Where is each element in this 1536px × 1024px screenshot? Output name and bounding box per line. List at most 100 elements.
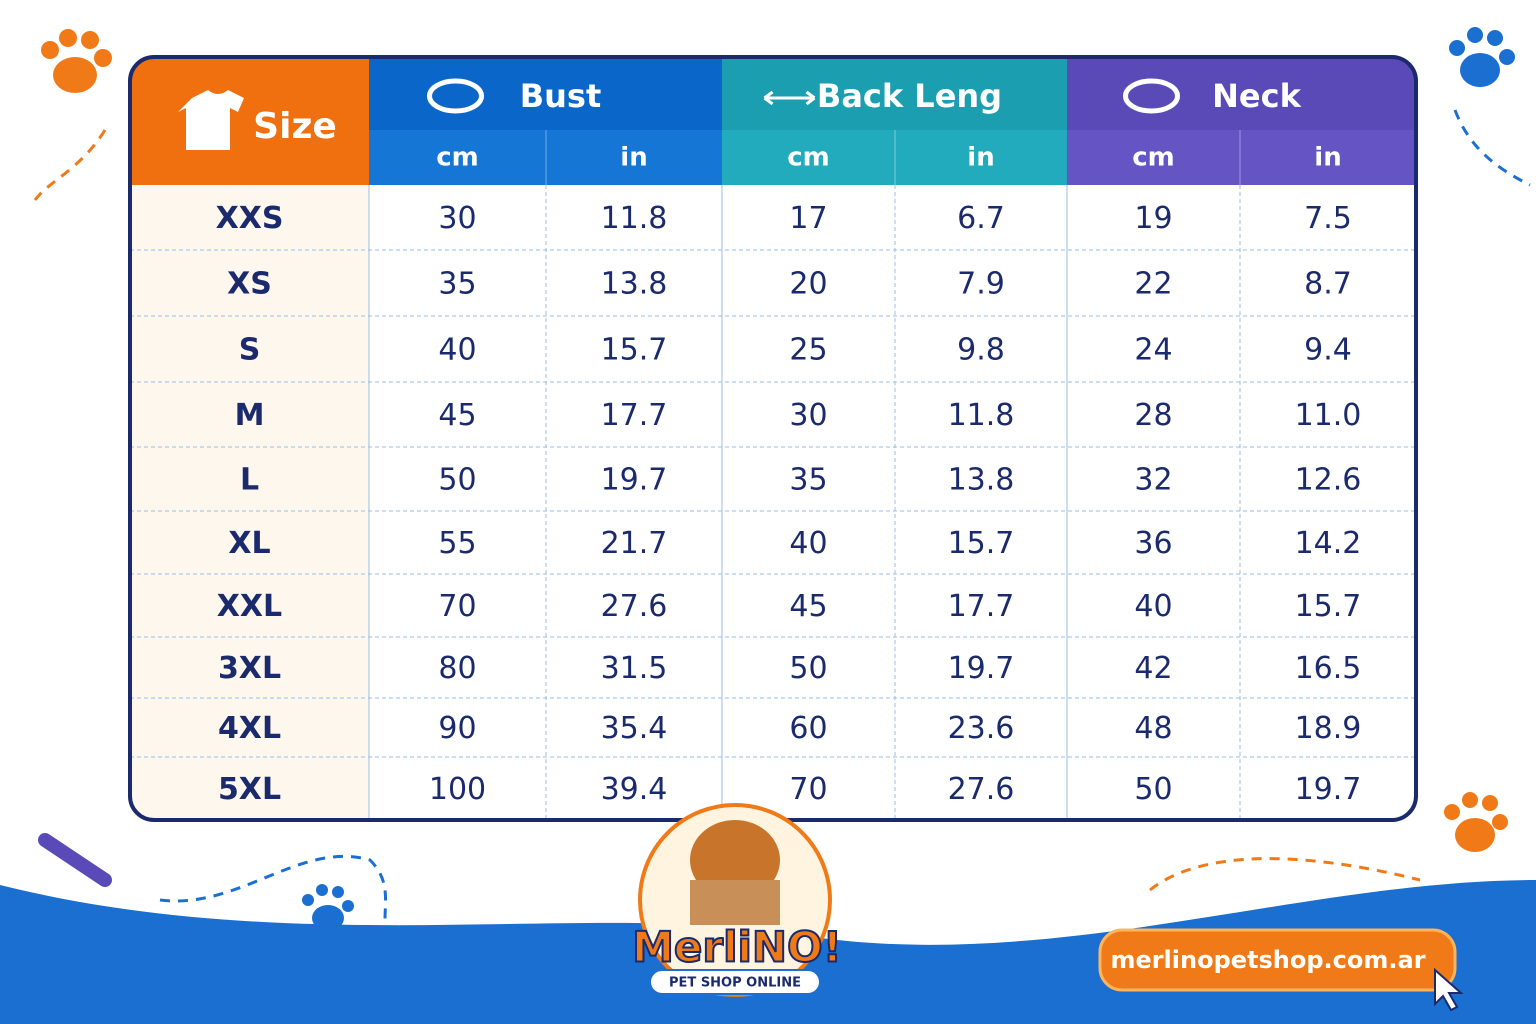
size-label: XS bbox=[227, 267, 272, 302]
bone-decoration bbox=[38, 833, 112, 887]
cell-value: 6.7 bbox=[957, 201, 1005, 236]
cell-value: 12.6 bbox=[1295, 463, 1362, 498]
arrow-icon bbox=[763, 90, 816, 106]
unit-label: cm bbox=[436, 143, 479, 173]
cell-value: 39.4 bbox=[601, 772, 668, 807]
cell-value: 48 bbox=[1134, 711, 1172, 746]
cell-value: 24 bbox=[1134, 333, 1172, 368]
cell-value: 30 bbox=[789, 398, 827, 433]
cell-value: 50 bbox=[789, 651, 827, 686]
cell-value: 30 bbox=[438, 201, 476, 236]
cell-value: 36 bbox=[1134, 526, 1172, 561]
cell-value: 28 bbox=[1134, 398, 1172, 433]
cell-value: 50 bbox=[1134, 772, 1172, 807]
cell-value: 40 bbox=[1134, 589, 1172, 624]
cell-value: 11.8 bbox=[601, 201, 668, 236]
cell-value: 70 bbox=[438, 589, 476, 624]
size-label: S bbox=[239, 333, 261, 368]
cell-value: 19.7 bbox=[601, 463, 668, 498]
cell-value: 27.6 bbox=[948, 772, 1015, 807]
cell-value: 14.2 bbox=[1295, 526, 1362, 561]
cell-value: 90 bbox=[438, 711, 476, 746]
cell-value: 60 bbox=[789, 711, 827, 746]
cell-value: 15.7 bbox=[1295, 589, 1362, 624]
cell-value: 21.7 bbox=[601, 526, 668, 561]
cell-value: 20 bbox=[789, 267, 827, 302]
size-label: L bbox=[240, 463, 259, 498]
cell-value: 19.7 bbox=[948, 651, 1015, 686]
size-label: 4XL bbox=[218, 711, 281, 746]
size-label: 5XL bbox=[218, 772, 281, 807]
cell-value: 9.4 bbox=[1304, 333, 1352, 368]
cell-value: 19 bbox=[1134, 201, 1172, 236]
cell-value: 17 bbox=[789, 201, 827, 236]
cell-value: 55 bbox=[438, 526, 476, 561]
paw-decoration bbox=[41, 29, 1508, 852]
cursor-icon bbox=[1434, 967, 1464, 1012]
cell-value: 13.8 bbox=[601, 267, 668, 302]
cell-value: 70 bbox=[789, 772, 827, 807]
cell-value: 45 bbox=[789, 589, 827, 624]
header-text: Bust bbox=[520, 77, 602, 115]
header-cell bbox=[722, 57, 1067, 130]
collar-icon bbox=[1123, 78, 1180, 114]
cell-value: 100 bbox=[429, 772, 486, 807]
subheader-cell bbox=[722, 130, 1067, 185]
cell-value: 16.5 bbox=[1295, 651, 1362, 686]
url-text[interactable]: merlinopetshop.com.ar bbox=[1110, 946, 1425, 974]
unit-label: cm bbox=[787, 143, 830, 173]
unit-label: in bbox=[967, 143, 994, 173]
paw-decoration bbox=[302, 27, 1515, 931]
cell-value: 35.4 bbox=[601, 711, 668, 746]
header-text: Neck bbox=[1212, 77, 1301, 115]
cell-value: 40 bbox=[438, 333, 476, 368]
dashed-trail bbox=[33, 129, 1421, 892]
cell-value: 17.7 bbox=[601, 398, 668, 433]
logo-box bbox=[690, 880, 780, 925]
cell-value: 13.8 bbox=[948, 463, 1015, 498]
cell-value: 32 bbox=[1134, 463, 1172, 498]
url-button[interactable] bbox=[1098, 928, 1457, 992]
cell-value: 11.0 bbox=[1295, 398, 1362, 433]
cell-value: 7.9 bbox=[957, 267, 1005, 302]
cell-value: 18.9 bbox=[1295, 711, 1362, 746]
cell-value: 80 bbox=[438, 651, 476, 686]
cell-value: 50 bbox=[438, 463, 476, 498]
logo-tagline: PET SHOP ONLINE bbox=[669, 976, 801, 991]
size-label: 3XL bbox=[218, 651, 281, 686]
cell-value: 15.7 bbox=[948, 526, 1015, 561]
header-text: Size bbox=[253, 106, 337, 147]
cell-value: 35 bbox=[789, 463, 827, 498]
cell-value: 7.5 bbox=[1304, 201, 1352, 236]
cell-value: 23.6 bbox=[948, 711, 1015, 746]
cell-value: 9.8 bbox=[957, 333, 1005, 368]
cell-value: 25 bbox=[789, 333, 827, 368]
unit-label: in bbox=[620, 143, 647, 173]
cell-value: 11.8 bbox=[948, 398, 1015, 433]
size-label: XL bbox=[228, 526, 270, 561]
unit-label: in bbox=[1314, 143, 1341, 173]
subheader-cell bbox=[1067, 130, 1416, 185]
cell-value: 17.7 bbox=[948, 589, 1015, 624]
logo-name: MerliNO! bbox=[632, 923, 842, 972]
cell-value: 22 bbox=[1134, 267, 1172, 302]
collar-icon bbox=[427, 78, 484, 114]
cell-value: 31.5 bbox=[601, 651, 668, 686]
size-label: M bbox=[235, 398, 265, 433]
cell-value: 19.7 bbox=[1295, 772, 1362, 807]
table: Size Bust cm in Back Leng cm in Neck cm in XXS 30 11… bbox=[130, 57, 1416, 820]
cell-value: 8.7 bbox=[1304, 267, 1352, 302]
size-label: XXL bbox=[217, 589, 282, 624]
cell-value: 15.7 bbox=[601, 333, 668, 368]
size-column-bg bbox=[130, 185, 369, 820]
logo-tag-bg bbox=[649, 969, 821, 995]
shirt-icon bbox=[178, 90, 244, 150]
header-text: Back Leng bbox=[817, 77, 1002, 115]
header-cell bbox=[130, 57, 369, 185]
cell-value: 27.6 bbox=[601, 589, 668, 624]
subheader-cell bbox=[369, 130, 722, 185]
unit-label: cm bbox=[1132, 143, 1175, 173]
dashed-trail bbox=[159, 109, 1531, 921]
